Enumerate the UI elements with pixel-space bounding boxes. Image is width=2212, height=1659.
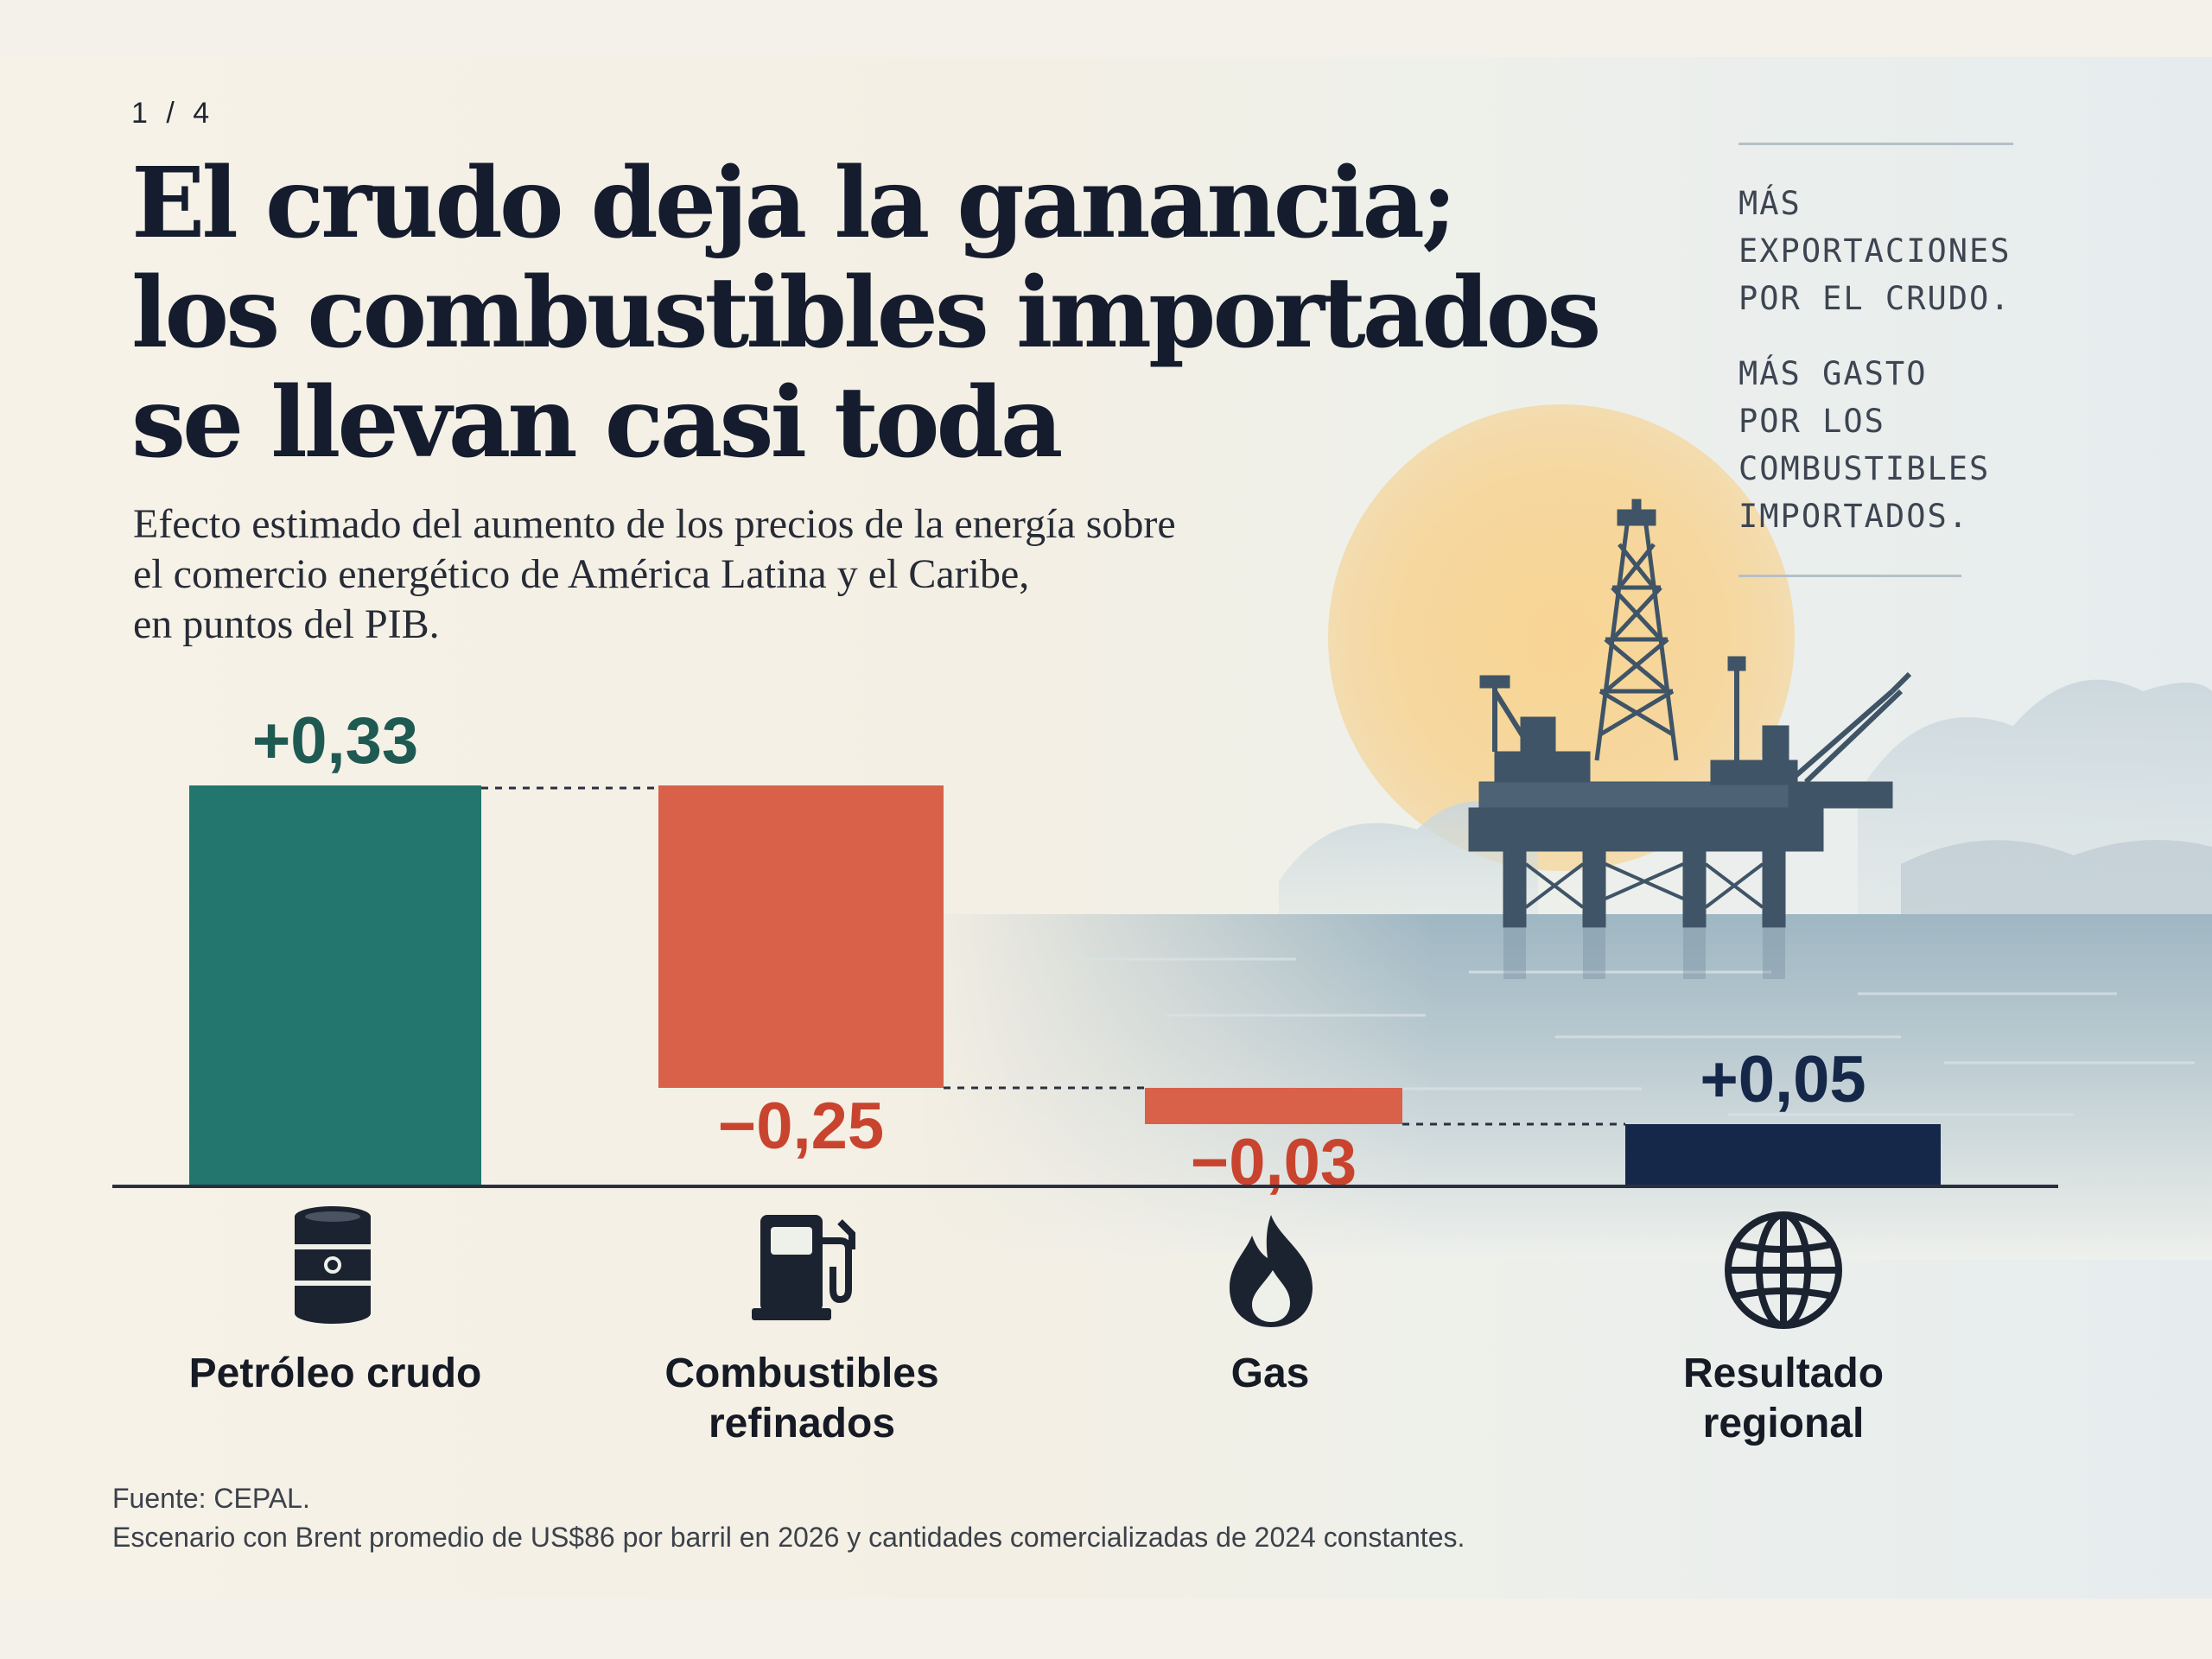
source-label: Fuente: [112,1483,207,1514]
side-note-line: MÁS GASTO [1738,355,1928,392]
side-note: MÁS EXPORTACIONES POR EL CRUDO. MÁS GAST… [1738,143,2153,577]
category-label-1: Petróleo crudo [189,1351,482,1396]
title-line: los combustibles importados [131,257,1601,370]
page-title: El crudo deja la ganancia; los combustib… [131,147,1601,480]
oil-barrel-icon [295,1206,371,1324]
value-label-4: +0,05 [1700,1043,1866,1116]
side-note-line: IMPORTADOS. [1738,498,1970,535]
source-line: Fuente: CEPAL. [112,1479,1840,1518]
bottom-frame [0,1599,2212,1659]
top-frame [0,0,2212,57]
category-label-4: regional [1703,1401,1865,1446]
bar-3 [1145,1088,1402,1124]
category-label-2: Combustibles [664,1351,938,1396]
footer: Fuente: CEPAL. Escenario con Brent prome… [112,1479,1840,1557]
side-note-line: POR EL CRUDO. [1738,280,2012,317]
side-note-line: COMBUSTIBLES [1738,450,1991,487]
value-label-3: −0,03 [1191,1126,1357,1199]
footer-note: Escenario con Brent promedio de US$86 po… [112,1522,1465,1553]
flame-icon [1230,1215,1313,1327]
fuel-pump-icon [752,1215,855,1320]
category-label-3: Gas [1231,1351,1310,1396]
category-label-2: refinados [709,1401,895,1446]
value-label-1: +0,33 [252,704,418,778]
bar-1 [189,785,481,1185]
subtitle-line: Efecto estimado del aumento de los preci… [133,501,1176,547]
side-note-bottom-rule [1738,575,1961,577]
oil-rig-icon [1468,499,1912,928]
sun-shape [1328,404,1795,871]
title-line: El crudo deja la ganancia; [131,147,1457,260]
subtitle-line: el comercio energético de América Latina… [133,551,1030,597]
bar-4 [1625,1124,1941,1185]
subtitle-line: en puntos del PIB. [133,601,440,647]
side-note-line: MÁS [1738,185,1802,222]
bar-2 [658,785,944,1088]
value-label-2: −0,25 [718,1090,884,1163]
subtitle: Efecto estimado del aumento de los preci… [133,499,1429,650]
side-note-top-rule [1738,143,2013,145]
category-label-4: Resultado [1683,1351,1884,1396]
title-line: se llevan casi toda [131,366,1063,480]
side-note-line: POR LOS [1738,403,1885,440]
source-value: CEPAL. [213,1483,310,1514]
side-note-line: EXPORTACIONES [1738,232,2012,270]
globe-icon [1725,1211,1842,1329]
page-indicator: 1 / 4 [131,97,215,130]
